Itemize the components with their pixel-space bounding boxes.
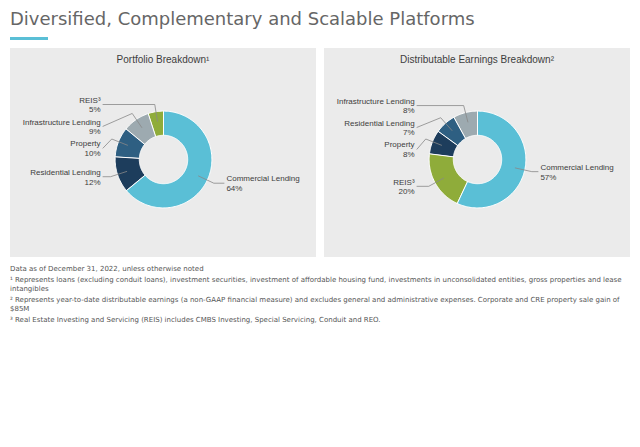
html-text:³ Real Estate Investing and Se: ³ Real Estate Investing and Servicing (R… [10,316,381,325]
svg-text:Property10%: Property10% [70,139,100,158]
html-text:¹ Represents loans (excluding: ¹ Represents loans (excluding conduit lo… [10,276,622,294]
html-text:Diversified, Complementary and: Diversified, Complementary and Scalable … [10,8,475,29]
svg-text:Property8%: Property8% [384,140,414,159]
html-text:Portfolio Breakdown¹: Portfolio Breakdown¹ [116,54,210,65]
html-text:Distributable Earnings Breakdo: Distributable Earnings Breakdown² [400,54,554,65]
svg-text:Residential Lending7%: Residential Lending7% [344,119,414,138]
html-text:Data as of December 31, 2022,: Data as of December 31, 2022, unless oth… [10,265,204,273]
svg-text:REIS³20%: REIS³20% [393,178,415,197]
svg-text:Commercial Lending57%: Commercial Lending57% [540,163,613,182]
svg-text:Infrastructure Lending8%: Infrastructure Lending8% [337,97,415,116]
html-text:² Represents year-to-date dist: ² Represents year-to-date distributable … [10,296,620,314]
svg-text:REIS³5%: REIS³5% [79,96,101,115]
svg-text:Commercial Lending64%: Commercial Lending64% [226,174,299,193]
svg-text:Residential Lending12%: Residential Lending12% [30,168,100,187]
svg-text:Infrastructure Lending9%: Infrastructure Lending9% [23,118,101,137]
